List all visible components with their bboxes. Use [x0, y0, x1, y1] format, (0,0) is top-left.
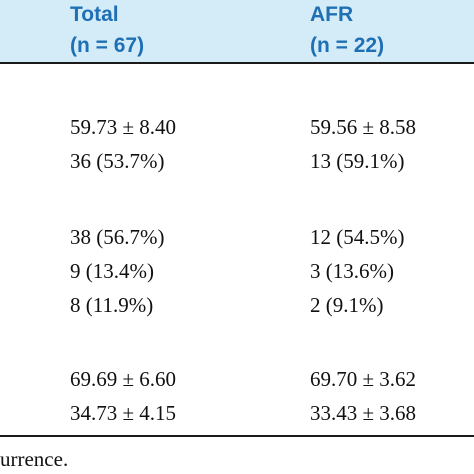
footnote: urrence. [0, 447, 69, 471]
table-cell: 2 (9.1%) [310, 293, 384, 317]
column-header: (n = 22) [310, 34, 385, 57]
table-cell: 3 (13.6%) [310, 259, 394, 283]
table-cell: 34.73 ± 4.15 [70, 401, 177, 425]
column-header: (n = 67) [70, 34, 145, 57]
table-cell: 59.73 ± 8.40 [70, 115, 177, 139]
table-cell: 69.69 ± 6.60 [70, 367, 177, 391]
bottom-rule [0, 435, 474, 437]
column-header: Total [70, 3, 119, 26]
table-cell: 36 (53.7%) [70, 149, 165, 173]
table-cell: 8 (11.9%) [70, 293, 154, 317]
table-cell: 69.70 ± 3.62 [310, 367, 417, 391]
table-cell: 9 (13.4%) [70, 259, 154, 283]
column-header: AFR [310, 3, 354, 26]
header-band [0, 0, 474, 64]
table-cell: 38 (56.7%) [70, 225, 165, 249]
table-cell: 13 (59.1%) [310, 149, 405, 173]
table-cell: 12 (54.5%) [310, 225, 405, 249]
table-cell: 59.56 ± 8.58 [310, 115, 417, 139]
table-cell: 33.43 ± 3.68 [310, 401, 417, 425]
